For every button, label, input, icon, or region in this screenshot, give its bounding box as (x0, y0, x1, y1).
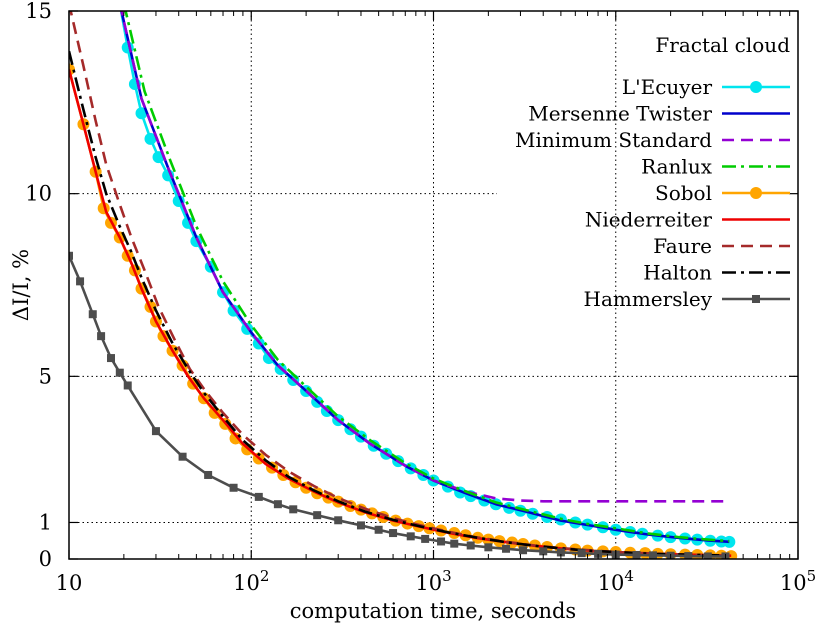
y-tick-label: 1 (39, 510, 52, 534)
point-marker (356, 521, 365, 530)
point-marker (178, 452, 187, 461)
point-marker (389, 529, 398, 538)
x-axis-label: computation time, seconds (290, 599, 576, 623)
legend-item-niederreiter: Niederreiter (585, 208, 790, 232)
point-marker (750, 187, 762, 199)
legend-item-minimum-standard: Minimum Standard (515, 128, 790, 152)
point-marker (123, 381, 132, 390)
point-marker (752, 295, 760, 303)
legend-item-l-ecuyer: L'Ecuyer (622, 75, 790, 99)
point-marker (466, 541, 475, 550)
series-line (69, 50, 732, 557)
point-marker (577, 549, 586, 558)
point-marker (313, 511, 322, 520)
series-group (69, 0, 738, 559)
point-marker (334, 516, 343, 525)
point-marker (421, 534, 430, 543)
point-marker (374, 525, 383, 534)
legend-label: Hammersley (584, 287, 713, 311)
y-tick-label: 0 (39, 547, 52, 571)
point-marker (437, 537, 446, 546)
point-marker (229, 483, 238, 492)
grid-lines (69, 11, 798, 559)
series-ranlux (124, 11, 730, 543)
point-marker (144, 132, 157, 145)
legend-label: Ranlux (641, 155, 713, 179)
legend-label: L'Ecuyer (622, 75, 713, 99)
x-tick-label: 102 (233, 567, 269, 595)
point-marker (450, 539, 459, 548)
point-marker (88, 310, 97, 319)
x-tick-label: 10 (56, 571, 83, 595)
point-marker (519, 546, 528, 555)
point-marker (106, 354, 115, 363)
legend-item-hammersley: Hammersley (584, 287, 790, 311)
point-marker (750, 81, 762, 93)
point-marker (204, 470, 213, 479)
y-tick-label: 5 (39, 364, 52, 388)
point-marker (406, 532, 415, 541)
point-marker (135, 107, 148, 120)
point-marker (289, 505, 298, 514)
point-marker (539, 547, 548, 556)
point-marker (76, 277, 85, 286)
series-line (69, 11, 732, 557)
point-marker (703, 552, 712, 559)
legend-item-mersenne-twister: Mersenne Twister (528, 102, 790, 126)
legend-label: Minimum Standard (515, 128, 712, 152)
point-marker (556, 548, 565, 557)
series-line (124, 11, 730, 543)
legend-label: Sobol (655, 181, 712, 205)
point-marker (723, 535, 736, 548)
legend-item-ranlux: Ranlux (641, 155, 790, 179)
y-axis-label: ΔI/I, % (9, 249, 33, 321)
legend-title: Fractal cloud (655, 33, 790, 57)
series-faure (69, 11, 732, 557)
legend-item-faure: Faure (653, 234, 790, 258)
series-hammersley (69, 251, 730, 559)
point-marker (273, 500, 282, 509)
legend-label: Faure (653, 234, 712, 258)
point-marker (115, 368, 124, 377)
series-halton (69, 50, 732, 557)
point-marker (648, 551, 657, 559)
point-marker (69, 251, 73, 260)
point-marker (114, 0, 126, 10)
point-marker (484, 543, 493, 552)
legend-item-halton: Halton (643, 261, 790, 285)
legend-label: Niederreiter (585, 208, 713, 232)
point-marker (151, 427, 160, 436)
plot-area (69, 0, 738, 559)
point-marker (254, 492, 263, 501)
point-marker (262, 352, 275, 365)
legend-label: Halton (643, 261, 712, 285)
y-tick-label: 15 (25, 0, 52, 23)
point-marker (632, 550, 641, 559)
point-marker (684, 552, 693, 559)
series-line (120, 11, 730, 503)
legend: Fractal cloud L'Ecuyer Mersenne TwisterMi… (515, 33, 790, 311)
point-marker (594, 549, 603, 558)
point-marker (502, 544, 511, 553)
legend-label: Mersenne Twister (528, 102, 712, 126)
series-minimum-standard (120, 11, 730, 503)
y-tick-label: 10 (25, 182, 52, 206)
x-tick-label: 104 (598, 567, 634, 595)
x-tick-label: 105 (780, 567, 816, 595)
point-marker (97, 332, 106, 341)
legend-item-sobol: Sobol (655, 181, 790, 205)
x-tick-label: 103 (415, 567, 451, 595)
